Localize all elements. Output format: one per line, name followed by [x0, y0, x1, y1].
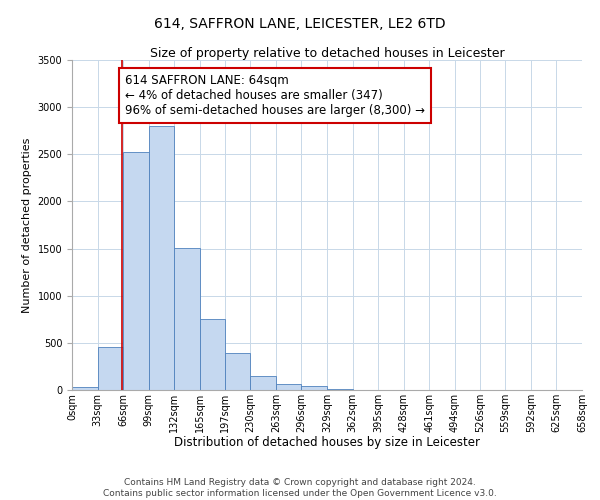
Bar — [250, 376, 276, 390]
Bar — [200, 320, 224, 390]
Bar — [276, 384, 301, 390]
Text: 614, SAFFRON LANE, LEICESTER, LE2 6TD: 614, SAFFRON LANE, LEICESTER, LE2 6TD — [154, 18, 446, 32]
Text: Contains HM Land Registry data © Crown copyright and database right 2024.
Contai: Contains HM Land Registry data © Crown c… — [103, 478, 497, 498]
Bar — [224, 353, 250, 390]
Bar — [98, 346, 123, 390]
Bar — [301, 386, 327, 390]
Bar — [175, 248, 200, 390]
Title: Size of property relative to detached houses in Leicester: Size of property relative to detached ho… — [149, 47, 505, 60]
Bar — [149, 126, 175, 390]
Bar — [327, 388, 353, 390]
Text: 614 SAFFRON LANE: 64sqm
← 4% of detached houses are smaller (347)
96% of semi-de: 614 SAFFRON LANE: 64sqm ← 4% of detached… — [125, 74, 425, 117]
Bar — [72, 387, 98, 390]
Bar — [123, 152, 149, 390]
X-axis label: Distribution of detached houses by size in Leicester: Distribution of detached houses by size … — [174, 436, 480, 450]
Y-axis label: Number of detached properties: Number of detached properties — [22, 138, 32, 312]
